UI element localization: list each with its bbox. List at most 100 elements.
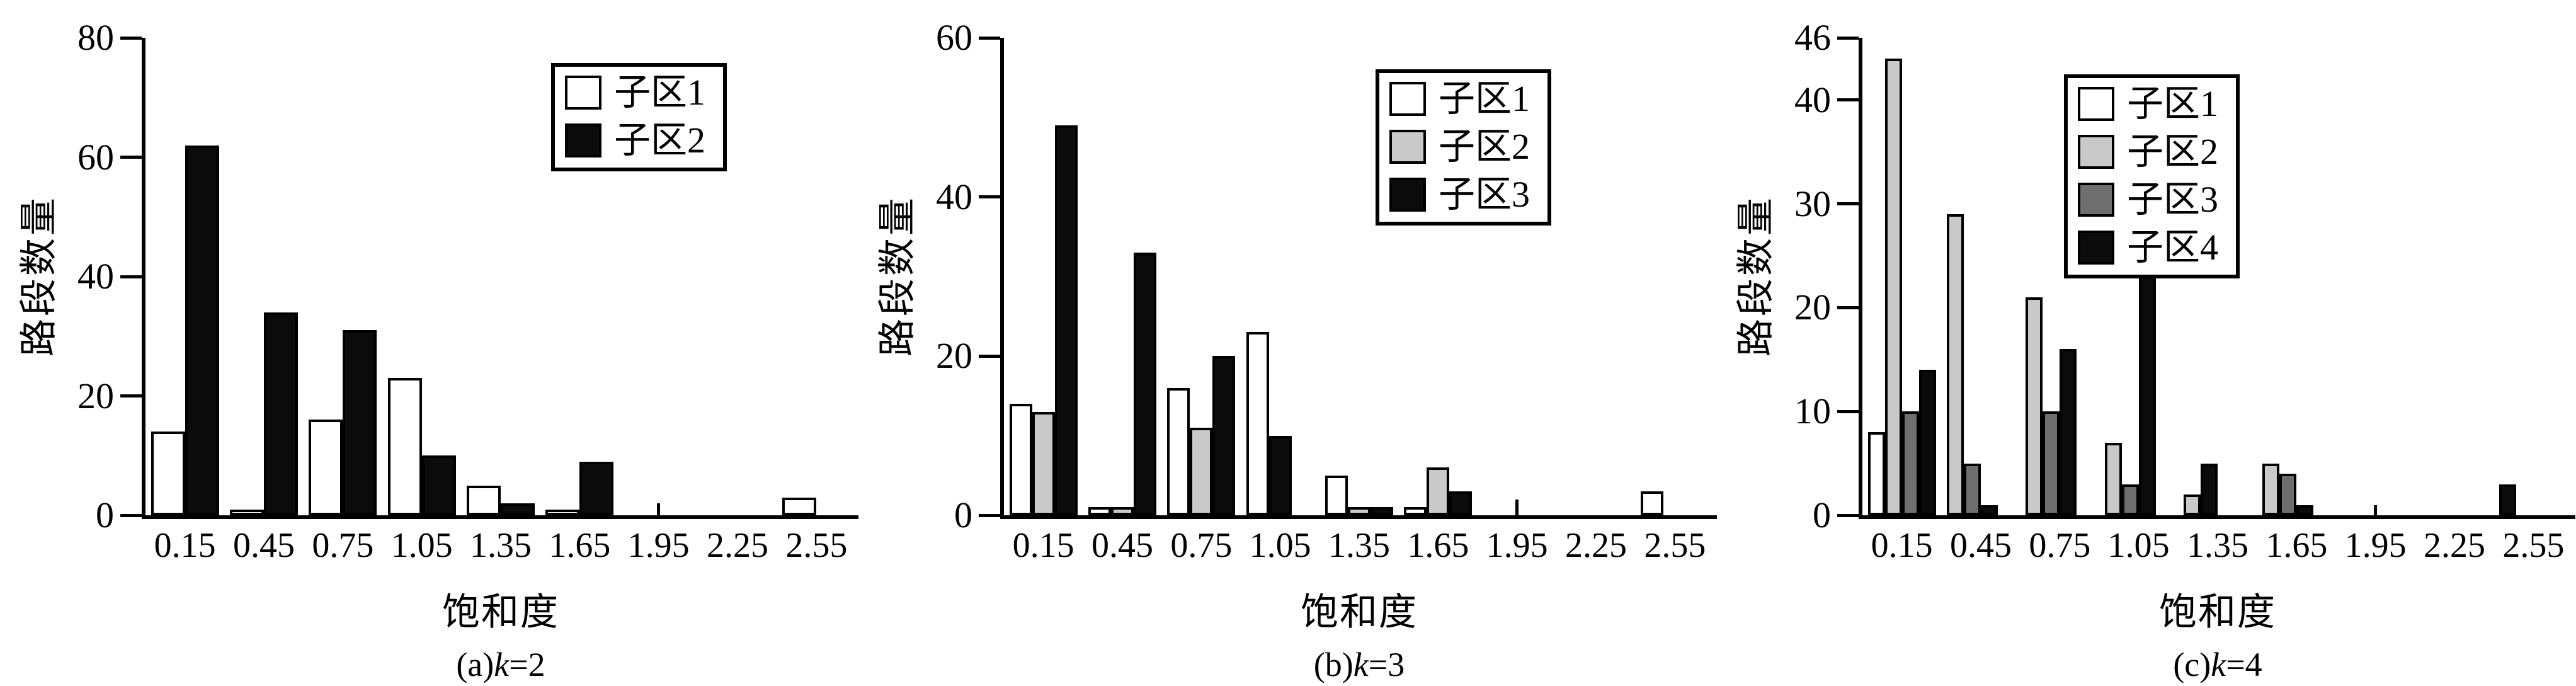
- y-tick-mark: [1837, 202, 1859, 206]
- caption: (c)k=4: [1862, 648, 2573, 682]
- caption: (a)k=2: [145, 648, 856, 682]
- y-axis-line: [142, 38, 145, 519]
- bar-子区2-0.15: [1884, 58, 1902, 515]
- bar-子区2-0.45: [1111, 507, 1134, 515]
- legend-item: 子区3: [2078, 181, 2218, 218]
- legend-label: 子区3: [1439, 174, 1530, 215]
- x-tick-label: 2.55: [2502, 526, 2565, 565]
- caption-part: k: [1353, 646, 1369, 683]
- y-tick-mark: [979, 36, 1000, 40]
- bar-子区2-0.45: [1947, 214, 1964, 515]
- bar-子区1-0.75: [309, 420, 343, 515]
- bar-子区4-2.55: [2499, 484, 2517, 515]
- y-tick-mark: [120, 275, 142, 278]
- y-tick-mark: [120, 394, 142, 397]
- y-tick-label: 0: [96, 494, 114, 535]
- x-axis-title: 饱和度: [442, 592, 559, 633]
- legend-swatch: [2078, 135, 2114, 169]
- bar-子区1-1.05: [1246, 332, 1269, 515]
- legend-swatch: [1389, 130, 1426, 164]
- y-tick-label: 0: [1813, 494, 1831, 535]
- bar-子区1-1.35: [1325, 475, 1348, 515]
- bar-子区1-1.65: [1404, 507, 1427, 515]
- y-tick-label: 20: [1794, 287, 1831, 328]
- y-tick-mark: [120, 36, 142, 40]
- x-tick-label: 2.55: [785, 526, 848, 565]
- bar-子区2-1.65: [1427, 467, 1450, 515]
- bar-子区3-0.75: [2043, 411, 2060, 515]
- x-tick-label: 0.75: [2029, 526, 2091, 565]
- legend-swatch: [2078, 183, 2114, 217]
- bar-子区3-0.15: [1901, 411, 1919, 515]
- legend-item: 子区1: [565, 74, 705, 111]
- spike-bar: [2374, 505, 2378, 515]
- legend-label: 子区1: [2127, 83, 2219, 124]
- bar-子区4-1.35: [2201, 463, 2218, 515]
- legend-item: 子区1: [2078, 86, 2218, 122]
- legend-swatch: [565, 76, 601, 110]
- bar-子区4-1.65: [2296, 505, 2314, 515]
- bar-子区2-1.35: [501, 503, 535, 515]
- bar-子区3-1.05: [2121, 484, 2139, 515]
- y-tick-label: 80: [77, 17, 114, 58]
- y-tick-mark: [979, 195, 1000, 199]
- y-tick-label: 60: [77, 136, 114, 178]
- caption-part: k: [494, 646, 510, 683]
- legend-item: 子区2: [565, 122, 705, 159]
- legend-item: 子区1: [1389, 81, 1530, 117]
- bar-子区3-0.45: [1133, 253, 1156, 515]
- caption-part: k: [2211, 646, 2226, 683]
- x-tick-label: 0.15: [1871, 526, 1933, 565]
- y-tick-label: 30: [1794, 183, 1831, 224]
- x-tick-label: 1.05: [1249, 526, 1311, 565]
- legend-item: 子区2: [2078, 134, 2218, 170]
- legend-label: 子区3: [2127, 179, 2219, 220]
- bar-子区2-1.35: [2184, 494, 2201, 515]
- x-tick-label: 1.35: [2186, 526, 2248, 565]
- bar-子区1-0.45: [230, 509, 264, 515]
- spike-bar: [657, 503, 661, 515]
- legend-label: 子区2: [2127, 131, 2219, 172]
- bar-子区1-2.55: [782, 497, 817, 515]
- y-axis-line: [1859, 38, 1862, 519]
- y-tick-mark: [1837, 513, 1859, 517]
- plot-area: 子区1 子区2 子区3 子区4 0 10 20 30 40 46 0.15 0.45 0.75 1.05…: [1794, 20, 2575, 563]
- x-tick-label: 0.45: [232, 526, 295, 565]
- bar-子区4-0.75: [2060, 349, 2077, 515]
- x-tick-label: 0.15: [154, 526, 216, 565]
- y-tick-label: 40: [1794, 79, 1831, 120]
- x-tick-label: 0.75: [312, 526, 374, 565]
- bar-子区2-1.65: [2262, 463, 2280, 515]
- x-tick-label: 2.25: [1564, 526, 1627, 565]
- legend: 子区1 子区2: [551, 63, 727, 171]
- legend-item: 子区2: [1389, 129, 1530, 165]
- bar-子区1-0.15: [151, 432, 185, 515]
- bar-子区3-1.65: [1449, 491, 1473, 515]
- bar-子区1-0.15: [1867, 432, 1885, 515]
- caption-part: (a): [456, 646, 494, 683]
- x-tick-label: 0.15: [1012, 526, 1074, 565]
- x-tick-label: 1.65: [1407, 526, 1469, 565]
- legend: 子区1 子区2 子区3 子区4: [2064, 74, 2240, 278]
- legend-label: 子区2: [614, 120, 706, 161]
- bar-子区2-1.05: [421, 455, 456, 515]
- bar-子区3-1.65: [2279, 474, 2297, 515]
- bar-子区2-0.75: [2026, 297, 2043, 515]
- bar-子区2-0.45: [264, 312, 298, 515]
- bar-子区4-0.45: [1981, 505, 1998, 515]
- caption-part: =2: [509, 646, 545, 683]
- y-tick-label: 40: [77, 256, 114, 297]
- panel-c: 路段数量 子区1 子区2 子区3 子区4 0 10 20 30 40 46 0.15 0.45 0.7…: [1717, 0, 2575, 686]
- spike-bar: [1515, 499, 1519, 515]
- caption-part: (b): [1313, 646, 1354, 683]
- x-tick-label: 0.45: [1091, 526, 1153, 565]
- y-tick-label: 0: [954, 494, 972, 535]
- y-axis-line: [1000, 38, 1004, 519]
- y-tick-label: 20: [936, 335, 972, 377]
- legend: 子区1 子区2 子区3: [1376, 69, 1552, 226]
- legend-swatch: [2078, 87, 2114, 121]
- bar-子区2-0.75: [1190, 428, 1213, 515]
- bar-子区3-0.75: [1212, 356, 1236, 515]
- bar-子区1-1.65: [545, 509, 580, 515]
- y-tick-mark: [120, 513, 142, 517]
